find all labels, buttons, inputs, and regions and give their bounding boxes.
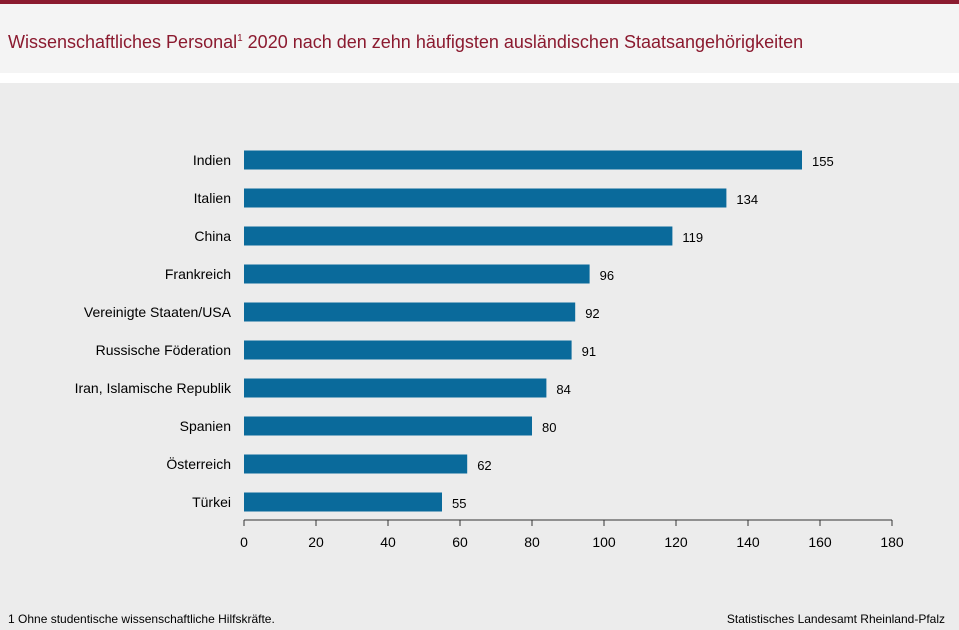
bar [244,226,673,246]
bar [244,416,532,436]
chart-title-footnote-mark: 1 [237,33,243,44]
data-label: 80 [542,420,556,435]
data-label: 55 [452,496,466,511]
x-tick-label: 60 [452,534,468,550]
bar [244,302,576,322]
category-label: Russische Föderation [96,342,231,358]
category-label: China [194,228,231,244]
x-tick-label: 120 [664,534,688,550]
data-label: 155 [812,154,834,169]
chart-title: Wissenschaftliches Personal1 2020 nach d… [8,32,803,53]
bar [244,492,442,512]
category-label: Österreich [166,455,231,472]
category-label: Italien [194,190,231,206]
category-label: Vereinigte Staaten/USA [84,304,232,320]
footnote: 1 Ohne studentische wissenschaftliche Hi… [8,612,275,626]
x-tick-label: 40 [380,534,396,550]
data-label: 119 [682,230,703,245]
data-label: 92 [585,306,599,321]
bar [244,188,727,208]
bar [244,340,572,360]
top-accent-rule [0,0,959,4]
x-tick-label: 100 [592,534,616,550]
title-separator [0,73,959,83]
category-label: Indien [193,152,231,168]
x-tick-label: 0 [240,534,248,550]
title-band: Wissenschaftliches Personal1 2020 nach d… [0,4,959,73]
category-label: Türkei [192,494,231,510]
data-label: 96 [600,268,614,283]
bar [244,378,547,398]
data-label: 91 [582,344,596,359]
category-label: Spanien [180,418,231,434]
x-tick-label: 20 [308,534,324,550]
x-tick-label: 80 [524,534,540,550]
x-tick-label: 180 [880,534,904,550]
data-label: 84 [556,382,570,397]
bar [244,454,468,474]
category-label: Frankreich [165,266,231,282]
chart-title-main: Wissenschaftliches Personal [8,32,238,52]
data-label: 134 [736,192,758,207]
source-credit: Statistisches Landesamt Rheinland-Pfalz [726,612,945,626]
category-label: Iran, Islamische Republik [75,380,232,396]
data-label: 62 [477,458,491,473]
x-tick-label: 140 [736,534,760,550]
x-tick-label: 160 [808,534,832,550]
chart-title-rest: 2020 nach den zehn häufigsten ausländisc… [242,32,804,52]
bar [244,150,802,170]
bar [244,264,590,284]
